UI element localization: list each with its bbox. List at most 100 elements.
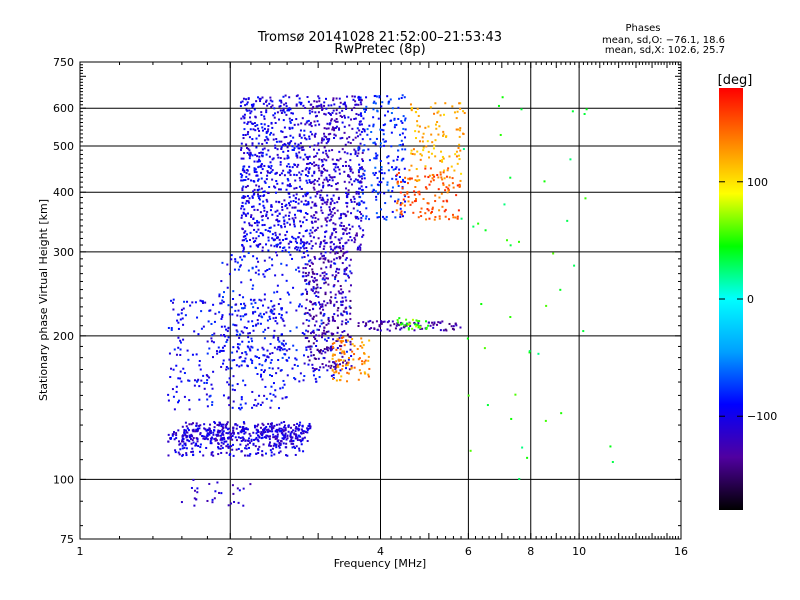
data-point (403, 211, 406, 214)
data-point (239, 408, 242, 411)
data-point (347, 361, 350, 364)
data-point (359, 211, 362, 214)
data-point (316, 120, 319, 123)
data-point (208, 347, 211, 350)
data-point (323, 158, 326, 161)
data-point (320, 189, 323, 192)
data-point (322, 261, 325, 264)
data-point (357, 152, 360, 155)
data-point (437, 188, 440, 191)
data-point (263, 115, 266, 118)
data-point (325, 159, 328, 162)
data-point (452, 186, 455, 189)
data-point (320, 199, 323, 202)
data-point (293, 363, 296, 366)
data-point (362, 344, 365, 347)
data-point (360, 200, 363, 203)
data-point (379, 191, 382, 194)
data-point (284, 432, 287, 435)
data-point (419, 158, 422, 161)
data-point (327, 365, 330, 368)
data-point (199, 446, 202, 449)
data-point (269, 99, 272, 102)
data-point (364, 372, 367, 375)
data-point (266, 319, 269, 322)
data-point (327, 213, 330, 216)
data-point (385, 215, 388, 218)
data-point (510, 417, 513, 420)
data-point (442, 130, 445, 133)
data-point (281, 273, 284, 276)
data-point (245, 108, 248, 111)
data-point (286, 454, 289, 457)
data-point (237, 501, 240, 504)
data-point (297, 144, 300, 147)
data-point (227, 336, 230, 339)
data-point (280, 111, 283, 114)
data-point (279, 246, 282, 249)
data-point (285, 102, 288, 105)
data-point (396, 202, 399, 205)
data-point (276, 209, 279, 212)
data-point (304, 193, 307, 196)
data-point (236, 314, 239, 317)
data-point (335, 366, 338, 369)
data-point (295, 95, 298, 98)
data-point (313, 188, 316, 191)
data-point (332, 163, 335, 166)
data-point (250, 214, 253, 217)
data-point (256, 319, 259, 322)
data-point (315, 339, 318, 342)
data-point (316, 144, 319, 147)
data-point (226, 286, 229, 289)
data-point (425, 145, 428, 148)
data-point (255, 355, 258, 358)
data-point (284, 237, 287, 240)
data-point (313, 272, 316, 275)
data-point (340, 249, 343, 252)
data-point (336, 339, 339, 342)
data-point (258, 203, 261, 206)
data-point (172, 308, 175, 311)
data-point (347, 174, 350, 177)
data-point (287, 430, 290, 433)
data-point (308, 155, 311, 158)
data-point (289, 432, 292, 435)
data-point (427, 209, 430, 212)
data-point (335, 270, 338, 273)
data-point (185, 454, 188, 457)
data-point (267, 128, 270, 131)
data-point (268, 438, 271, 441)
data-point (217, 434, 220, 437)
data-point (260, 215, 263, 218)
data-point (350, 212, 353, 215)
data-point (285, 188, 288, 191)
data-point (434, 194, 437, 197)
data-point (372, 125, 375, 128)
data-point (239, 315, 242, 318)
data-point (303, 333, 306, 336)
data-point (185, 425, 188, 428)
data-point (463, 112, 466, 115)
data-point (250, 337, 253, 340)
data-point (382, 133, 385, 136)
data-point (272, 317, 275, 320)
data-point (267, 171, 270, 174)
data-point (242, 133, 245, 136)
data-point (242, 504, 245, 507)
data-point (441, 160, 444, 163)
data-point (282, 95, 285, 98)
data-point (441, 205, 444, 208)
data-point (327, 111, 330, 114)
data-point (330, 197, 333, 200)
data-point (373, 327, 376, 330)
data-point (302, 322, 305, 325)
data-point (280, 347, 283, 350)
data-point (241, 179, 244, 182)
data-point (344, 364, 347, 367)
data-point (259, 211, 262, 214)
data-point (323, 274, 326, 277)
data-point (444, 135, 447, 138)
data-point (175, 434, 178, 437)
data-point (288, 96, 291, 99)
